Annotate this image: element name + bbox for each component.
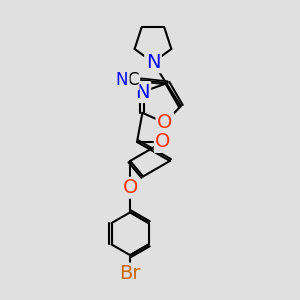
Text: C: C: [127, 71, 138, 89]
Text: N: N: [116, 71, 128, 89]
Text: Br: Br: [119, 264, 141, 283]
Text: O: O: [122, 178, 138, 197]
Text: N: N: [146, 53, 160, 72]
Text: O: O: [155, 132, 171, 152]
Text: O: O: [157, 113, 172, 132]
Text: N: N: [135, 82, 150, 101]
